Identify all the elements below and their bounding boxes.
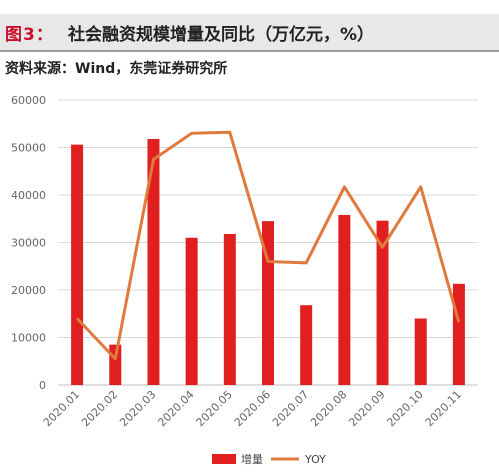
y-tick-label: 20000: [11, 284, 46, 297]
x-tick-label: 2020.01: [41, 388, 82, 429]
x-tick-label: 2020.05: [194, 388, 235, 429]
x-tick-label: 2020.02: [79, 388, 120, 429]
x-tick-label: 2020.08: [308, 388, 349, 429]
x-tick-label: 2020.04: [155, 388, 196, 429]
bar: [147, 138, 160, 385]
legend-swatch-bar: [212, 454, 236, 464]
legend: 增量 YOY: [212, 452, 326, 466]
yoy-line: [76, 130, 461, 361]
bar: [71, 144, 84, 385]
title-bar: [0, 14, 499, 50]
line-series: [76, 130, 461, 361]
bar: [223, 233, 236, 385]
x-tick-label: 2020.09: [346, 388, 387, 429]
x-axis-ticks: 2020.012020.022020.032020.042020.052020.…: [41, 388, 464, 429]
bar: [452, 283, 465, 385]
x-tick-label: 2020.07: [270, 388, 311, 429]
y-tick-label: 50000: [11, 142, 46, 155]
chart-title: 社会融资规模增量及同比（万亿元，%）: [68, 25, 375, 45]
bar: [414, 318, 427, 385]
x-tick-label: 2020.06: [232, 388, 273, 429]
y-axis-ticks: 0 10000 20000 30000 40000 50000 60000: [11, 94, 46, 392]
x-tick-label: 2020.11: [423, 388, 464, 429]
bar: [338, 214, 351, 385]
bar: [109, 344, 122, 385]
legend-label-line: YOY: [304, 453, 326, 466]
y-tick-label: 10000: [11, 332, 46, 345]
figure-label: 图3：: [5, 25, 54, 45]
title-divider: [0, 50, 499, 52]
y-tick-label: 0: [39, 379, 46, 392]
y-tick-label: 40000: [11, 189, 46, 202]
legend-label-bar: 增量: [241, 452, 263, 466]
bar: [300, 305, 313, 385]
bar: [376, 220, 389, 385]
bar: [185, 237, 198, 385]
x-tick-label: 2020.10: [384, 388, 425, 429]
x-tick-label: 2020.03: [117, 388, 158, 429]
y-tick-label: 60000: [11, 94, 46, 107]
y-tick-label: 30000: [11, 237, 46, 250]
source-note: 资料来源：Wind，东莞证券研究所: [5, 61, 228, 77]
